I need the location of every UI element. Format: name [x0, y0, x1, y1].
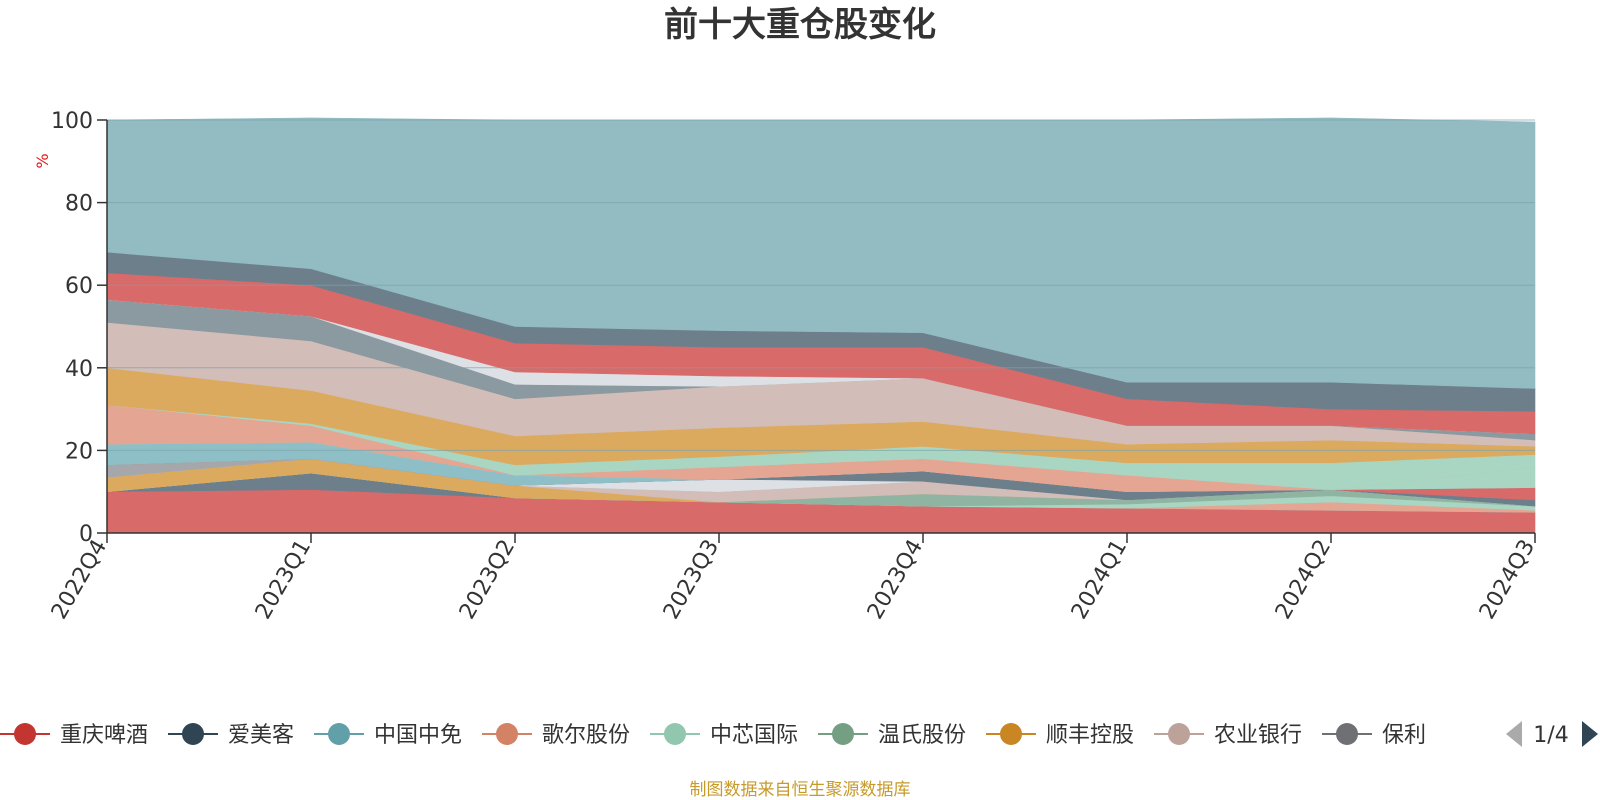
y-axis-unit: % — [33, 153, 52, 168]
x-tick-label-4: 2023Q4 — [863, 536, 928, 624]
legend-item-1[interactable]: 爱美客 — [168, 723, 294, 748]
area-series-group — [106, 117, 1536, 534]
legend-item-4[interactable]: 中芯国际 — [650, 723, 798, 748]
legend-item-7[interactable]: 农业银行 — [1154, 723, 1302, 748]
legend-label-7: 农业银行 — [1214, 723, 1302, 748]
legend-marker-3 — [496, 723, 518, 745]
pager-background — [1488, 712, 1600, 758]
legend-label-3: 歌尔股份 — [542, 723, 630, 748]
y-tick-label-3: 60 — [65, 274, 93, 299]
legend-marker-1 — [182, 723, 204, 745]
legend-marker-0 — [14, 723, 36, 745]
legend-item-6[interactable]: 顺丰控股 — [986, 723, 1134, 748]
source-note: 制图数据来自恒生聚源数据库 — [690, 780, 911, 800]
legend-item-0[interactable]: 重庆啤酒 — [0, 723, 148, 748]
x-tick-label-7: 2024Q3 — [1475, 536, 1540, 624]
legend-marker-7 — [1168, 723, 1190, 745]
legend-marker-6 — [1000, 723, 1022, 745]
legend-label-8: 保利 — [1382, 723, 1426, 748]
x-tick-label-6: 2024Q2 — [1271, 536, 1336, 624]
y-tick-label-5: 100 — [51, 109, 93, 134]
x-tick-label-2: 2023Q2 — [455, 536, 520, 624]
legend-label-0: 重庆啤酒 — [60, 723, 148, 748]
legend-marker-8 — [1336, 723, 1358, 745]
pager-page-label: 1/4 — [1533, 723, 1568, 748]
legend-item-3[interactable]: 歌尔股份 — [482, 723, 630, 748]
legend-marker-4 — [664, 723, 686, 745]
x-tick-label-3: 2023Q3 — [659, 536, 724, 624]
x-tick-label-1: 2023Q1 — [251, 536, 316, 624]
legend-label-5: 温氏股份 — [878, 723, 966, 748]
grid-lines — [107, 119, 1535, 451]
legend-label-4: 中芯国际 — [710, 723, 798, 748]
legend-marker-2 — [328, 723, 350, 745]
x-tick-label-0: 2022Q4 — [47, 536, 112, 624]
y-tick-label-1: 20 — [65, 439, 93, 464]
legend-marker-5 — [832, 723, 854, 745]
legend-label-2: 中国中免 — [374, 723, 462, 748]
legend: 重庆啤酒 爱美客 中国中免 歌尔股份 中芯国际 温氏股份 顺丰控股 农业银行 保利 1/4 — [0, 712, 1600, 758]
pager-next-icon[interactable] — [1582, 721, 1598, 747]
legend-label-1: 爱美客 — [228, 723, 294, 748]
chart-title: 前十大重仓股变化 — [664, 5, 936, 45]
legend-item-2[interactable]: 中国中免 — [314, 723, 462, 748]
y-tick-label-0: 0 — [79, 522, 93, 547]
y-tick-label-4: 80 — [65, 192, 93, 217]
y-tick-label-2: 40 — [65, 357, 93, 382]
x-tick-label-5: 2024Q1 — [1067, 536, 1132, 624]
legend-label-6: 顺丰控股 — [1046, 723, 1134, 748]
legend-pager: 1/4 — [1488, 712, 1600, 758]
pager-prev-icon[interactable] — [1506, 721, 1522, 747]
legend-item-5[interactable]: 温氏股份 — [818, 723, 966, 748]
legend-item-8[interactable]: 保利 — [1322, 723, 1426, 748]
